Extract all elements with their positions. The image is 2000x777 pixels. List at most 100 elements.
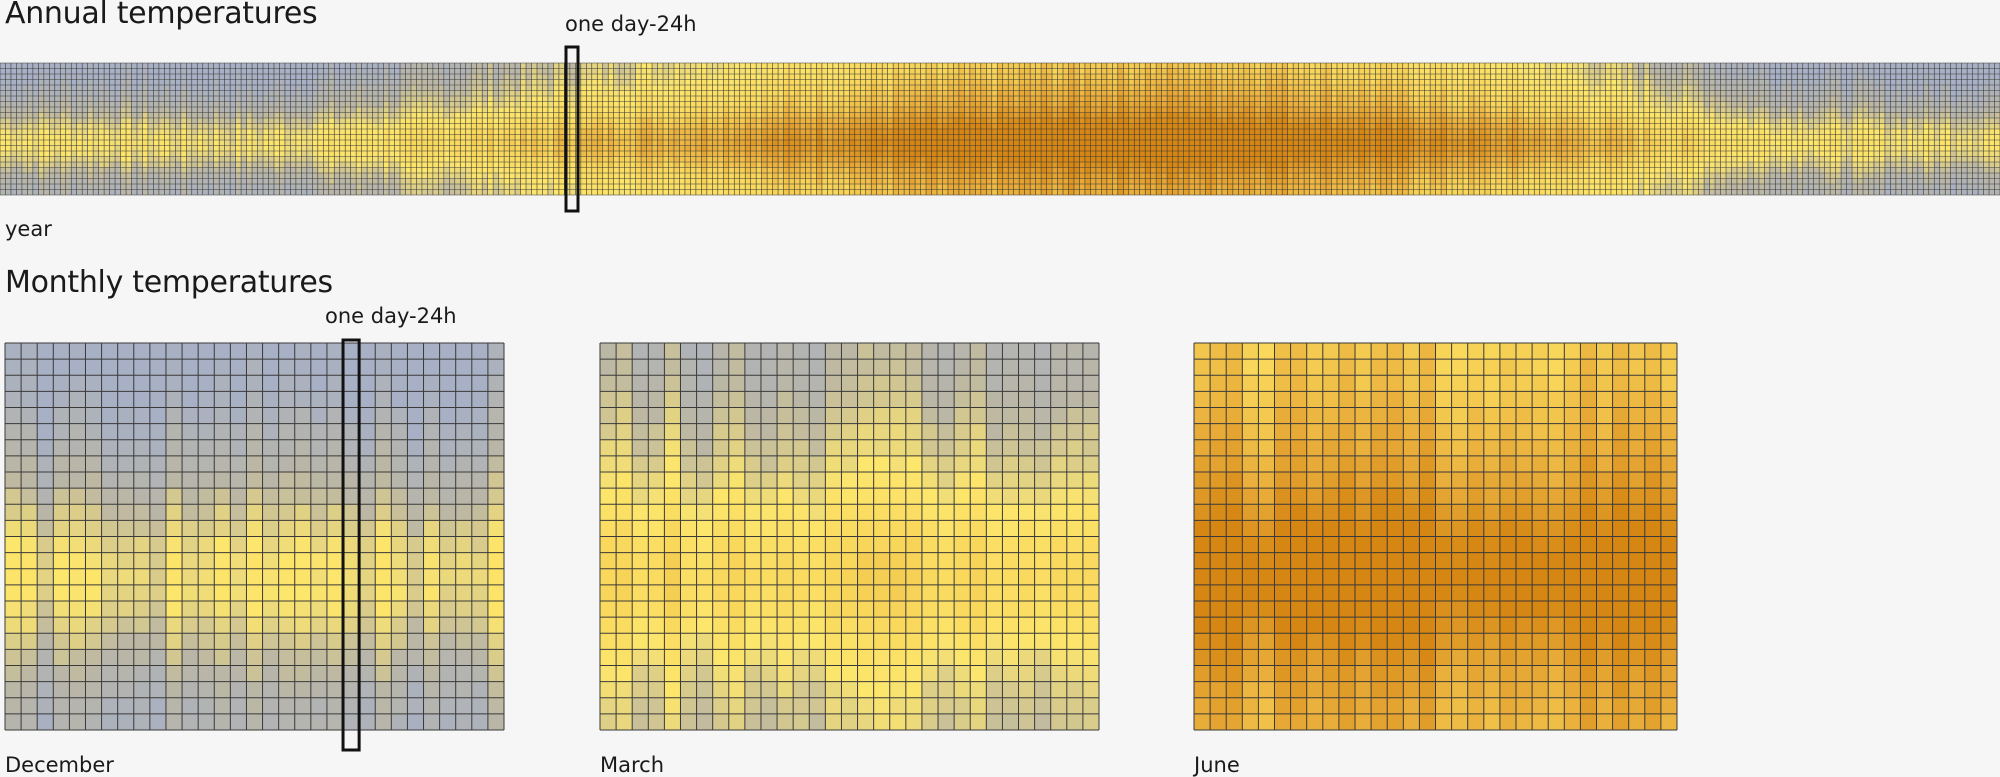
annual-heatmap-cell [301,74,307,80]
annual-heatmap-cell [339,112,346,119]
annual-heatmap-cell [1073,85,1080,91]
annual-heatmap-cell [619,184,625,190]
annual-heatmap-cell [843,151,850,157]
annual-heatmap-cell [345,184,351,190]
annual-heatmap-cell [849,151,855,157]
annual-heatmap-cell [460,189,466,196]
annual-heatmap-cell [427,63,433,69]
annual-heatmap-cell [21,145,28,152]
annual-heatmap-cell [526,118,532,124]
annual-heatmap-cell [750,63,757,69]
annual-heatmap-cell [668,129,675,135]
annual-heatmap-cell [27,68,33,75]
annual-heatmap-cell [367,162,373,168]
annual-heatmap-cell [630,118,636,124]
annual-heatmap-cell [1068,79,1075,86]
annual-heatmap-cell [268,118,275,124]
annual-heatmap-cell [54,79,61,86]
annual-heatmap-cell [569,167,576,174]
annual-heatmap-cell [569,74,576,80]
annual-heatmap-cell [400,123,406,130]
annual-heatmap-cell [619,173,625,179]
annual-heatmap-cell [219,90,225,97]
annual-heatmap-cell [745,123,751,130]
annual-heatmap-cell [246,107,253,113]
annual-heatmap-cell [443,162,450,168]
annual-heatmap-cell [1013,184,1020,190]
annual-heatmap-cell [104,162,110,168]
annual-heatmap-cell [810,79,817,86]
annual-heatmap-cell [586,101,592,108]
annual-heatmap-cell [0,134,6,141]
annual-heatmap-cell [953,112,959,119]
annual-heatmap-cell [843,123,850,130]
annual-heatmap-cell [558,145,565,152]
annual-heatmap-cell [263,107,269,113]
annual-heatmap-cell [54,85,61,91]
annual-heatmap-cell [202,189,209,196]
annual-heatmap-cell [1024,90,1031,97]
annual-heatmap-cell [739,107,746,113]
annual-heatmap-cell [268,79,275,86]
annual-heatmap-cell [1041,112,1047,119]
annual-heatmap-cell [657,107,664,113]
annual-heatmap-cell [356,96,362,102]
annual-heatmap-cell [515,112,521,119]
annual-heatmap-cell [273,85,280,91]
annual-heatmap-cell [487,74,494,80]
annual-heatmap-cell [832,101,839,108]
annual-heatmap-cell [60,79,66,86]
annual-heatmap-cell [1024,63,1031,69]
annual-heatmap-cell [449,173,455,179]
annual-heatmap-cell [356,118,362,124]
annual-heatmap-cell [295,145,302,152]
annual-heatmap-cell [504,96,510,102]
annual-heatmap-cell [652,68,658,75]
annual-heatmap-cell [120,151,127,157]
annual-heatmap-cell [109,112,116,119]
annual-heatmap-cell [986,68,992,75]
annual-heatmap-cell [82,145,88,152]
annual-heatmap-cell [1084,167,1091,174]
annual-heatmap-cell [663,101,669,108]
annual-heatmap-cell [208,140,214,146]
annual-heatmap-cell [38,151,44,157]
annual-heatmap-cell [498,79,505,86]
annual-heatmap-cell [980,123,987,130]
annual-heatmap-cell [284,118,291,124]
annual-heatmap-cell [871,79,877,86]
annual-heatmap-cell [800,96,806,102]
annual-heatmap-cell [498,184,505,190]
annual-heatmap-cell [10,112,17,119]
annual-heatmap-cell [586,189,592,196]
annual-heatmap-cell [805,63,812,69]
annual-heatmap-cell [569,107,576,113]
annual-heatmap-cell [969,140,976,146]
annual-heatmap-cell [1052,167,1058,174]
annual-heatmap-cell [98,140,105,146]
annual-heatmap-cell [328,63,335,69]
annual-heatmap-cell [915,134,921,141]
annual-heatmap-cell [706,134,713,141]
annual-heatmap-cell [350,134,357,141]
annual-heatmap-cell [356,162,362,168]
annual-heatmap-cell [619,140,625,146]
annual-heatmap-cell [975,101,981,108]
annual-heatmap-cell [991,123,998,130]
annual-heatmap-cell [10,151,17,157]
annual-heatmap-cell [816,85,822,91]
annual-heatmap-cell [1079,156,1085,163]
annual-heatmap-cell [1068,107,1075,113]
annual-heatmap-cell [739,134,746,141]
annual-heatmap-cell [115,96,121,102]
annual-heatmap-cell [1084,79,1091,86]
annual-heatmap-cell [1068,74,1075,80]
annual-heatmap-cell [82,162,88,168]
annual-heatmap-cell [608,107,614,113]
annual-heatmap-cell [531,173,538,179]
annual-heatmap-cell [389,129,395,135]
annual-heatmap-cell [1084,101,1091,108]
annual-heatmap-cell [49,129,55,135]
annual-heatmap-cell [778,101,784,108]
annual-heatmap-cell [1112,178,1118,185]
